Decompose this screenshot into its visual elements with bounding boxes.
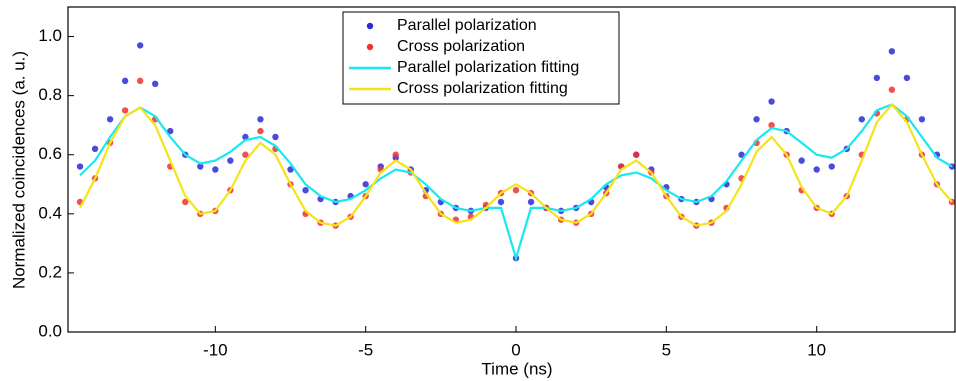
data-point — [888, 48, 896, 55]
legend-label: Cross polarization fitting — [397, 80, 568, 97]
legend-swatch — [366, 22, 374, 30]
x-tick-label: 0 — [511, 340, 520, 359]
x-tick-label: -5 — [358, 340, 373, 359]
legend-label: Cross polarization — [397, 38, 525, 55]
data-point — [738, 151, 745, 158]
data-point — [768, 98, 775, 105]
x-tick-label: 10 — [807, 340, 826, 359]
legend-swatch — [366, 43, 374, 51]
data-point — [768, 121, 775, 129]
data-point — [91, 145, 99, 153]
data-point — [858, 116, 865, 123]
data-point — [918, 116, 926, 123]
y-tick-label: 0.6 — [38, 144, 62, 163]
data-point — [257, 127, 264, 135]
plot-frame — [67, 6, 956, 333]
data-point — [873, 74, 881, 82]
data-point — [497, 198, 505, 206]
data-point — [302, 186, 309, 194]
x-tick-label: -10 — [203, 340, 228, 359]
data-point — [753, 116, 760, 123]
x-axis-label: Time (ns) — [481, 359, 552, 378]
y-axis-label: Normalized coincidences (a. u.) — [9, 51, 28, 289]
data-point — [903, 74, 911, 82]
data-point — [136, 77, 144, 85]
legend-label: Parallel polarization fitting — [397, 59, 579, 76]
data-point — [121, 77, 129, 85]
data-point — [888, 86, 896, 93]
y-tick-label: 1.0 — [38, 26, 62, 45]
data-point — [828, 163, 835, 170]
fit-line — [79, 102, 953, 227]
fit-line — [79, 103, 953, 262]
data-point — [257, 116, 264, 123]
data-point — [76, 163, 84, 170]
data-point — [798, 157, 805, 164]
data-point — [151, 80, 159, 88]
data-point — [813, 166, 820, 173]
data-point — [121, 107, 129, 114]
data-point — [136, 42, 144, 49]
data-point — [167, 127, 174, 135]
data-point — [392, 151, 399, 158]
y-tick-label: 0.8 — [38, 85, 62, 104]
y-tick-label: 0.4 — [38, 203, 62, 222]
data-point — [197, 163, 204, 170]
data-point — [242, 151, 249, 158]
y-tick-label: 0.2 — [38, 262, 62, 281]
data-point — [182, 198, 189, 206]
data-point — [106, 116, 114, 123]
data-point — [227, 157, 234, 164]
y-tick-label: 0.0 — [38, 321, 62, 340]
data-point — [287, 166, 294, 173]
data-point — [362, 181, 369, 188]
x-tick-label: 5 — [662, 340, 671, 359]
data-point — [272, 133, 279, 141]
lines-layer — [79, 102, 953, 262]
data-point — [633, 151, 640, 158]
legend-label: Parallel polarization — [397, 17, 537, 34]
data-point — [512, 186, 520, 194]
data-point — [527, 198, 535, 206]
data-point — [212, 166, 219, 173]
